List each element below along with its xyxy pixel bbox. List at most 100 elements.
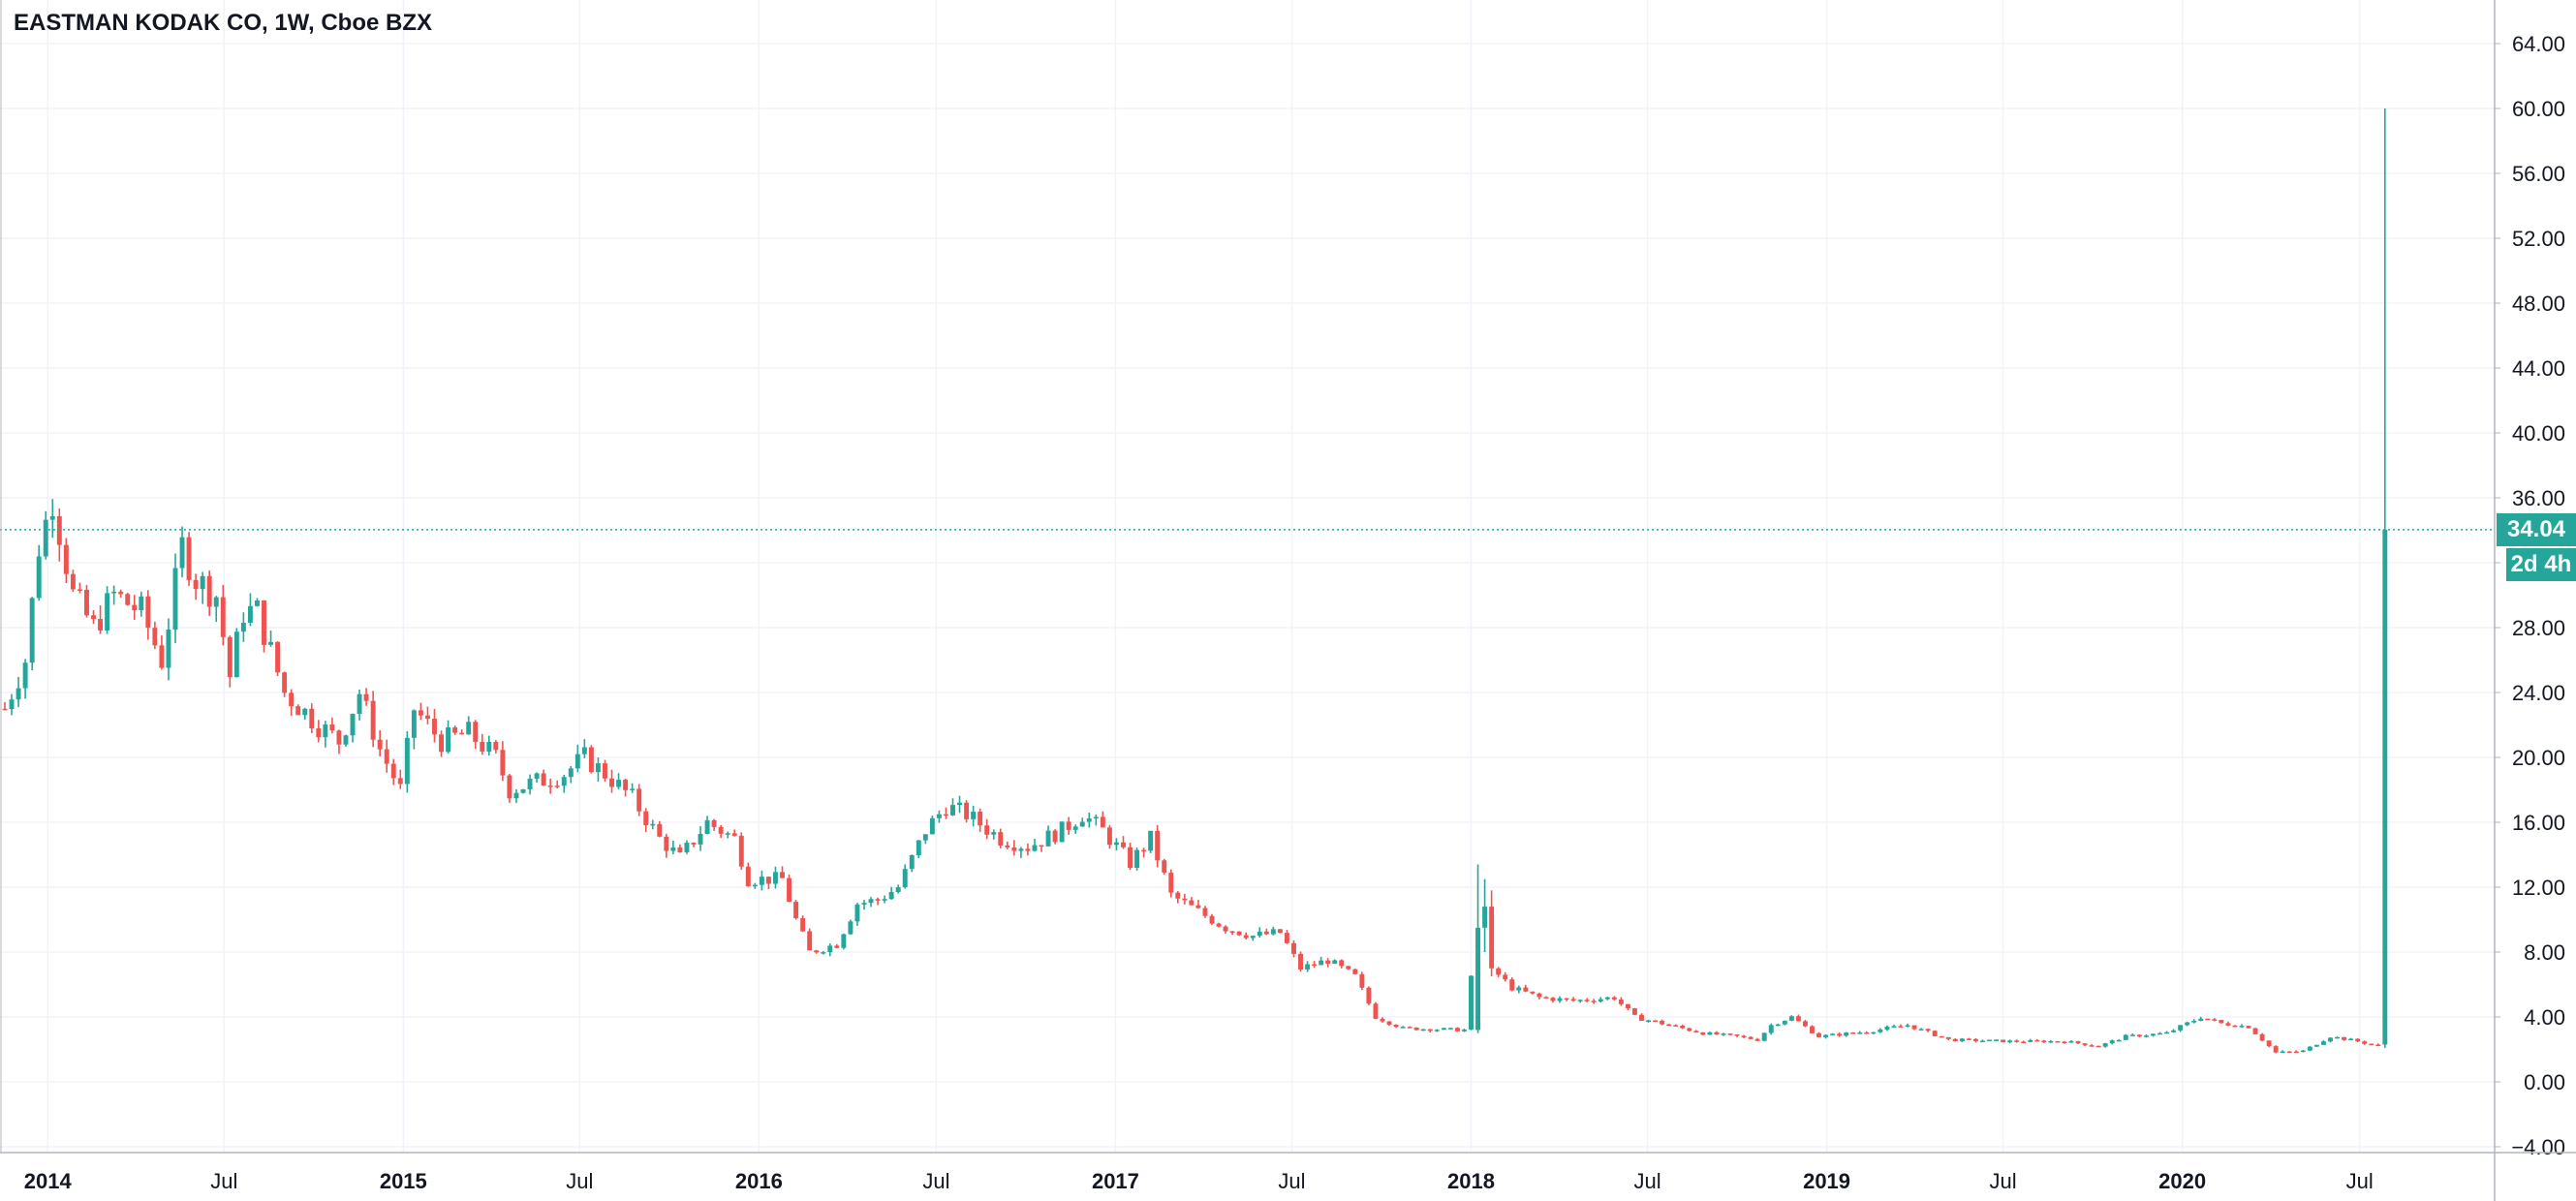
candle-body: [268, 641, 274, 645]
candle-body: [882, 899, 887, 901]
candle-body: [1420, 1029, 1426, 1032]
x-tick-label: 2016: [735, 1169, 783, 1193]
candle-body: [1434, 1030, 1440, 1032]
y-tick-label: 40.00: [2512, 421, 2565, 446]
candle-body: [493, 741, 499, 751]
x-tick-label: 2014: [24, 1169, 73, 1193]
candle-body: [1243, 935, 1249, 939]
candle-body: [841, 934, 847, 948]
candle-body: [991, 832, 997, 835]
candle-body: [2212, 1019, 2218, 1021]
candle-body: [2, 708, 8, 711]
candle-body: [1871, 1032, 1877, 1034]
candle-body: [2178, 1025, 2184, 1031]
candle-body: [1216, 923, 1222, 927]
candle-body: [1918, 1029, 1924, 1031]
candle-body: [1564, 998, 1569, 1001]
candle-body: [888, 892, 894, 900]
candle-body: [2259, 1033, 2265, 1041]
candle-body: [827, 945, 833, 953]
candle-body: [2219, 1020, 2224, 1024]
candle-body: [1011, 847, 1017, 851]
last-price-label: 34.04: [2497, 512, 2576, 546]
candle-body: [1236, 931, 1242, 936]
candle-body: [1660, 1020, 1665, 1025]
candle-body: [132, 604, 138, 611]
candle-body: [1128, 847, 1133, 869]
candle-body: [1687, 1028, 1692, 1032]
candle-body: [1966, 1038, 1971, 1040]
candle-body: [1618, 999, 1624, 1004]
candle-body: [971, 811, 977, 819]
candle-body: [2185, 1022, 2190, 1026]
candle-body: [1987, 1039, 1992, 1042]
candle-body: [1141, 849, 1147, 852]
candle-body: [1305, 964, 1311, 970]
candle-body: [2198, 1018, 2204, 1021]
y-tick-label: 36.00: [2512, 486, 2565, 510]
candle-body: [2205, 1018, 2211, 1021]
candle-body: [1543, 997, 1549, 999]
y-tick-label: 60.00: [2512, 97, 2565, 121]
candle-body: [1939, 1035, 1944, 1038]
candle-body: [630, 788, 636, 790]
candle-body: [1639, 1014, 1644, 1021]
candle-body: [2048, 1040, 2054, 1043]
candle-body: [1727, 1033, 1733, 1035]
candle-body: [623, 780, 629, 790]
candle-body: [1093, 816, 1099, 818]
candle-body: [329, 724, 335, 731]
candle-body: [1598, 999, 1603, 1001]
candle-body: [1925, 1029, 1931, 1032]
candle-body: [848, 921, 853, 935]
candle-body: [1359, 973, 1365, 988]
x-tick-label: 2015: [380, 1169, 427, 1193]
candle-body: [957, 802, 963, 806]
candle-body: [466, 722, 472, 735]
candle-body: [1844, 1032, 1849, 1036]
candle-body: [595, 763, 601, 773]
candle-body: [1768, 1025, 1774, 1033]
candle-body: [1891, 1026, 1897, 1028]
x-tick-label: 2018: [1447, 1169, 1495, 1193]
candle-body: [2232, 1025, 2238, 1028]
candle-body: [1447, 1028, 1453, 1030]
y-tick-label: 8.00: [2524, 940, 2565, 965]
candle-body: [752, 884, 758, 887]
candle-body: [1175, 892, 1181, 899]
candle-body: [616, 780, 622, 787]
candle-body: [1625, 1003, 1630, 1009]
candle-layer: [0, 108, 2495, 1054]
candle-body: [1741, 1035, 1747, 1038]
candle-body: [1168, 872, 1174, 893]
candle-body: [2123, 1034, 2128, 1040]
candle-body: [1121, 842, 1126, 847]
candle-body: [1052, 830, 1058, 843]
candle-body: [2116, 1039, 2122, 1042]
candle-body: [1106, 827, 1112, 846]
x-tick-label: 2017: [1092, 1169, 1139, 1193]
candle-body: [2293, 1051, 2299, 1054]
candle-body: [787, 878, 792, 903]
candle-body: [2335, 1036, 2340, 1039]
candle-body: [186, 537, 192, 580]
candle-body: [2129, 1034, 2135, 1036]
candle-body: [554, 785, 560, 787]
candle-body: [2191, 1020, 2197, 1023]
candle-body: [588, 747, 594, 773]
candle-body: [418, 710, 423, 716]
candle-body: [370, 700, 376, 740]
candle-body: [875, 899, 881, 901]
candle-body: [902, 869, 908, 888]
candle-body: [2136, 1034, 2142, 1037]
candle-body: [118, 591, 124, 595]
candle-body: [520, 788, 526, 793]
candle-body: [1666, 1024, 1672, 1027]
candle-body: [1810, 1026, 1815, 1033]
candle-body: [821, 952, 826, 954]
candle-body: [1816, 1032, 1821, 1037]
candle-body: [1352, 969, 1358, 974]
y-tick-label: 64.00: [2512, 32, 2565, 56]
